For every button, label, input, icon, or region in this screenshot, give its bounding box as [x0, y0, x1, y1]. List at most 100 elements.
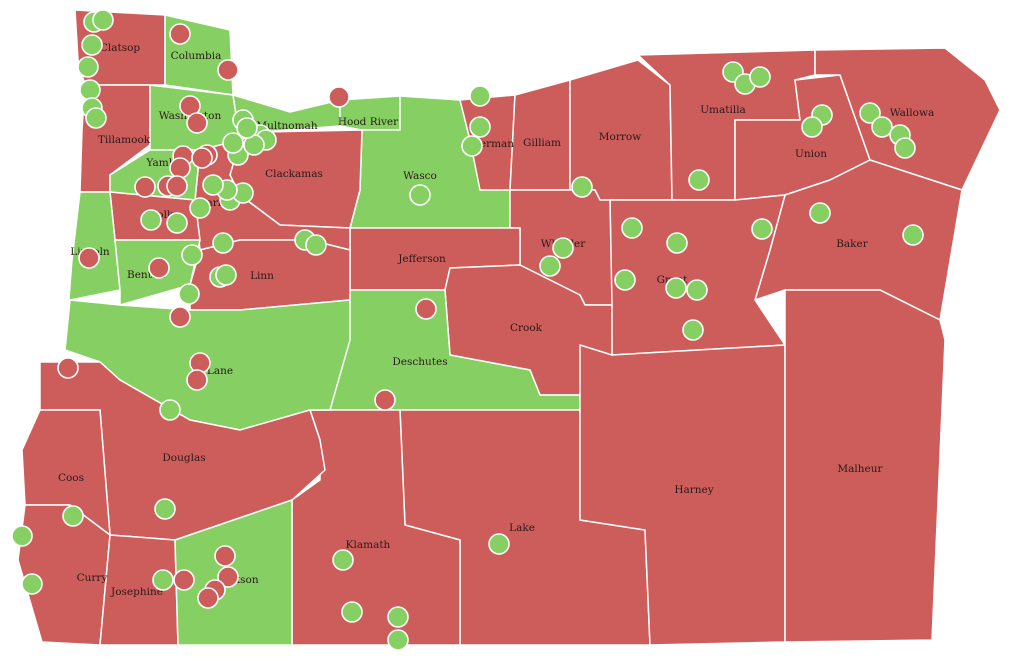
county-gilliam[interactable]: [509, 79, 571, 191]
county-label-baker: Baker: [836, 238, 869, 250]
map-marker-red[interactable]: [197, 587, 219, 609]
map-marker-green[interactable]: [688, 169, 710, 191]
map-marker-red[interactable]: [217, 566, 239, 588]
county-label-linn: Linn: [250, 270, 274, 282]
map-marker-green[interactable]: [682, 319, 704, 341]
map-marker-green[interactable]: [387, 606, 409, 628]
county-label-gilliam: Gilliam: [523, 137, 561, 149]
county-label-deschutes: Deschutes: [392, 356, 447, 368]
map-marker-green[interactable]: [341, 601, 363, 623]
map-marker-green[interactable]: [332, 549, 354, 571]
map-marker-green[interactable]: [614, 269, 636, 291]
county-label-umatilla: Umatilla: [700, 104, 746, 116]
map-marker-green[interactable]: [809, 202, 831, 224]
map-marker-green[interactable]: [666, 232, 688, 254]
map-marker-green[interactable]: [902, 224, 924, 246]
map-marker-green[interactable]: [21, 573, 43, 595]
county-label-douglas: Douglas: [162, 452, 205, 464]
map-marker-red[interactable]: [186, 112, 208, 134]
map-marker-green[interactable]: [801, 116, 823, 138]
map-marker-green[interactable]: [152, 569, 174, 591]
map-marker-green[interactable]: [79, 79, 101, 101]
map-marker-green[interactable]: [222, 132, 244, 154]
map-marker-green[interactable]: [461, 135, 483, 157]
county-malheur[interactable]: [784, 289, 946, 643]
map-marker-green[interactable]: [154, 498, 176, 520]
county-label-columbia: Columbia: [171, 50, 222, 62]
map-marker-green[interactable]: [488, 533, 510, 555]
county-label-tillamook: Tillamook: [98, 134, 151, 146]
map-marker-red[interactable]: [217, 59, 239, 81]
map-marker-green[interactable]: [621, 217, 643, 239]
county-label-hood-river: Hood River: [338, 116, 399, 128]
map-marker-red[interactable]: [57, 357, 79, 379]
map-marker-red[interactable]: [148, 257, 170, 279]
map-marker-green[interactable]: [552, 237, 574, 259]
county-label-curry: Curry: [77, 572, 108, 584]
county-label-lane: Lane: [207, 365, 233, 377]
map-marker-green[interactable]: [665, 277, 687, 299]
county-label-josephine: Josephine: [110, 586, 163, 598]
map-marker-red[interactable]: [78, 247, 100, 269]
map-marker-green[interactable]: [140, 209, 162, 231]
map-marker-green[interactable]: [81, 34, 103, 56]
map-marker-red[interactable]: [191, 147, 213, 169]
county-layer: [17, 9, 1001, 646]
map-marker-green[interactable]: [212, 232, 234, 254]
map-marker-green[interactable]: [894, 137, 916, 159]
county-label-lake: Lake: [509, 522, 535, 534]
map-marker-green[interactable]: [751, 218, 773, 240]
county-label-multnomah: Multnomah: [256, 120, 317, 132]
map-marker-red[interactable]: [374, 389, 396, 411]
map-marker-red[interactable]: [169, 23, 191, 45]
county-label-clackamas: Clackamas: [265, 168, 323, 180]
county-label-wallowa: Wallowa: [890, 107, 934, 119]
map-marker-red[interactable]: [214, 545, 236, 567]
map-marker-green[interactable]: [236, 117, 258, 139]
county-label-malheur: Malheur: [837, 463, 883, 475]
county-label-crook: Crook: [510, 322, 543, 334]
map-marker-green[interactable]: [77, 56, 99, 78]
map-marker-red[interactable]: [134, 176, 156, 198]
county-label-jefferson: Jefferson: [397, 253, 446, 265]
map-marker-green[interactable]: [62, 505, 84, 527]
map-marker-green[interactable]: [202, 174, 224, 196]
county-label-klamath: Klamath: [346, 539, 391, 551]
map-marker-green[interactable]: [539, 255, 561, 277]
county-label-morrow: Morrow: [599, 131, 641, 143]
map-marker-green[interactable]: [92, 9, 114, 31]
marker-layer: [11, 9, 924, 651]
county-label-harney: Harney: [674, 484, 713, 496]
map-marker-red[interactable]: [169, 157, 191, 179]
county-lincoln[interactable]: [64, 191, 121, 351]
map-marker-red[interactable]: [186, 369, 208, 391]
county-label-coos: Coos: [58, 472, 84, 484]
map-marker-green[interactable]: [469, 85, 491, 107]
map-marker-green[interactable]: [11, 525, 33, 547]
map-marker-red[interactable]: [328, 86, 350, 108]
county-label-wasco: Wasco: [403, 170, 437, 182]
map-marker-green[interactable]: [571, 176, 593, 198]
map-marker-green[interactable]: [749, 66, 771, 88]
map-marker-red[interactable]: [169, 306, 191, 328]
map-marker-green[interactable]: [178, 283, 200, 305]
county-harney[interactable]: [579, 344, 786, 646]
map-marker-green[interactable]: [686, 279, 708, 301]
map-marker-green[interactable]: [305, 234, 327, 256]
map-marker-green[interactable]: [387, 629, 409, 651]
map-marker-green[interactable]: [215, 264, 237, 286]
map-marker-green[interactable]: [409, 184, 431, 206]
map-marker-green[interactable]: [871, 116, 893, 138]
map-marker-green[interactable]: [85, 107, 107, 129]
map-marker-green[interactable]: [469, 116, 491, 138]
map-marker-green[interactable]: [166, 212, 188, 234]
map-marker-red[interactable]: [415, 298, 437, 320]
map-marker-red[interactable]: [173, 569, 195, 591]
county-label-clatsop: Clatsop: [100, 42, 141, 54]
map-marker-red[interactable]: [166, 175, 188, 197]
map-marker-green[interactable]: [159, 399, 181, 421]
map-marker-green[interactable]: [859, 102, 881, 124]
map-marker-green[interactable]: [181, 244, 203, 266]
map-marker-green[interactable]: [189, 197, 211, 219]
